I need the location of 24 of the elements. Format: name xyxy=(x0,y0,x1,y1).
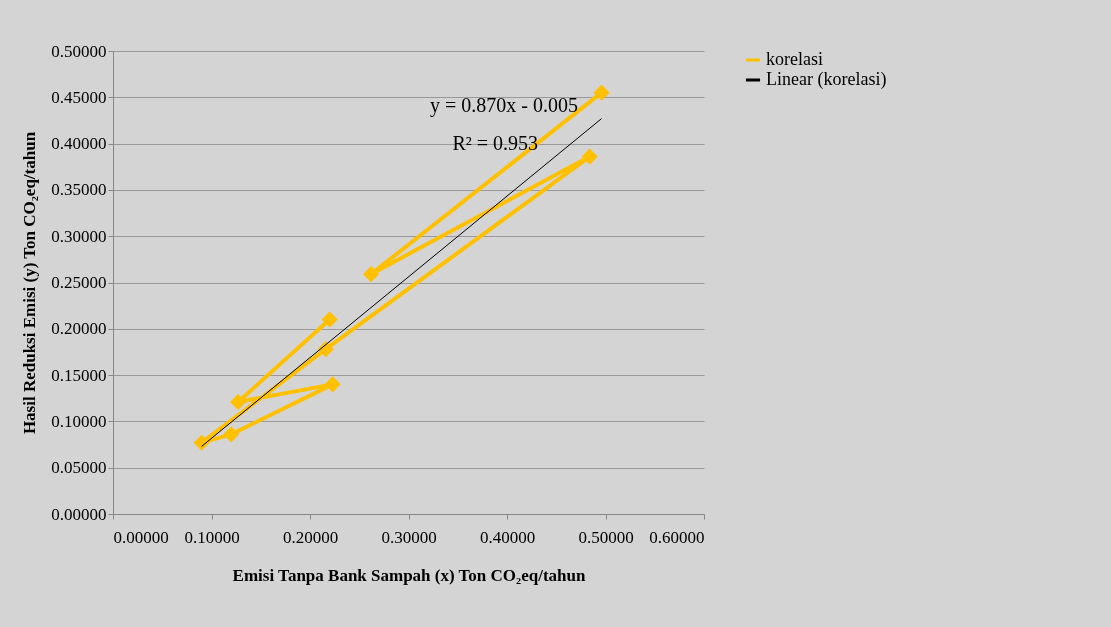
x-tick-label: 0.60000 xyxy=(649,527,705,547)
y-axis-title: Hasil Reduksi Emisi (y) Ton CO₂eq/tahun xyxy=(20,131,40,435)
y-tick-label: 0.20000 xyxy=(51,319,107,339)
y-tick-label: 0.30000 xyxy=(51,226,107,246)
legend-label: korelasi xyxy=(766,49,823,69)
x-tick-label: 0.20000 xyxy=(282,527,339,547)
x-axis-title: Emisi Tanpa Bank Sampah (x) Ton CO₂eq/tahun xyxy=(232,565,586,585)
y-tick-label: 0.00000 xyxy=(51,504,107,524)
x-tick-label: 0.10000 xyxy=(184,527,240,547)
x-tick-label: 0.40000 xyxy=(479,527,536,547)
y-tick-label: 0.35000 xyxy=(51,180,107,200)
x-tick-label: 0.00000 xyxy=(113,527,169,547)
y-tick-label: 0.25000 xyxy=(51,273,107,292)
legend-label: Linear (korelasi) xyxy=(766,69,887,90)
x-tick-label: 0.50000 xyxy=(578,527,634,547)
y-tick-label: 0.50000 xyxy=(51,41,107,61)
annotation: y = 0.870x - 0.005 xyxy=(430,94,578,117)
y-tick-label: 0.10000 xyxy=(51,411,107,431)
x-tick-label: 0.30000 xyxy=(381,527,437,547)
y-tick-label: 0.45000 xyxy=(51,87,107,107)
annotation: R² = 0.953 xyxy=(452,132,538,154)
y-tick-label: 0.05000 xyxy=(51,458,107,478)
y-tick-label: 0.40000 xyxy=(51,134,107,154)
y-tick-label: 0.15000 xyxy=(51,365,107,385)
